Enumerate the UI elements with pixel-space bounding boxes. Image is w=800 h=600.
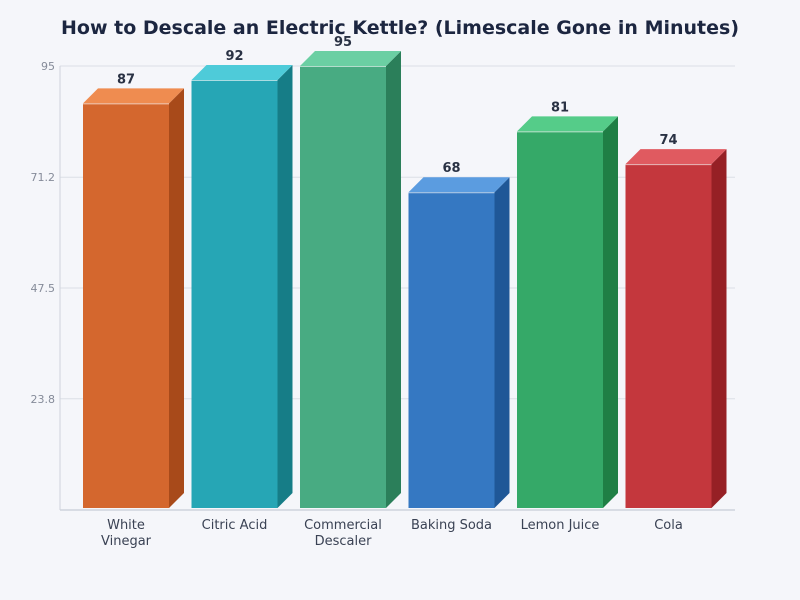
bar-side bbox=[603, 116, 618, 508]
bar-side bbox=[169, 88, 184, 509]
bar bbox=[408, 192, 495, 509]
bar-group: 68 bbox=[408, 161, 510, 509]
data-label: 87 bbox=[117, 72, 135, 87]
bar-group: 81 bbox=[517, 100, 618, 508]
bar-side bbox=[494, 177, 510, 509]
bar-side bbox=[386, 51, 401, 508]
y-tick-label: 95 bbox=[41, 60, 55, 73]
y-tick-label: 47.5 bbox=[31, 282, 56, 295]
x-tick-label: Commercial bbox=[304, 518, 382, 533]
data-label: 92 bbox=[225, 49, 243, 64]
bar bbox=[300, 66, 386, 508]
bar-top bbox=[625, 149, 727, 165]
bar-top bbox=[408, 177, 510, 193]
y-tick-label: 23.8 bbox=[31, 393, 56, 406]
x-tick-label: Baking Soda bbox=[411, 518, 492, 533]
data-label: 68 bbox=[442, 161, 460, 176]
data-label: 81 bbox=[551, 100, 569, 115]
data-label: 95 bbox=[334, 35, 352, 50]
x-tick-label: Vinegar bbox=[101, 534, 152, 549]
x-tick-label: Cola bbox=[654, 518, 683, 533]
y-tick-label: 71.2 bbox=[31, 171, 56, 184]
x-tick-label: White bbox=[107, 518, 145, 533]
bar bbox=[625, 164, 712, 508]
chart-title: How to Descale an Electric Kettle? (Lime… bbox=[61, 17, 739, 39]
bar-side bbox=[711, 149, 727, 508]
bar-group: 87 bbox=[83, 72, 184, 509]
bars: 87 92 95 68 81 74 bbox=[83, 35, 727, 509]
bar bbox=[517, 131, 603, 508]
x-tick-label: Citric Acid bbox=[202, 518, 268, 533]
bar bbox=[83, 103, 169, 509]
bar bbox=[191, 80, 278, 508]
bar-side bbox=[277, 65, 293, 508]
x-tick-label: Descaler bbox=[315, 534, 373, 549]
bar-top bbox=[517, 116, 618, 132]
bar-group: 74 bbox=[625, 133, 727, 508]
bar-top bbox=[300, 51, 401, 66]
x-tick-label: Lemon Juice bbox=[521, 518, 600, 533]
bar-top bbox=[83, 88, 184, 104]
bar-group: 95 bbox=[300, 35, 401, 508]
bar-group: 92 bbox=[191, 49, 293, 508]
data-label: 74 bbox=[659, 133, 677, 148]
bar-top bbox=[191, 65, 293, 81]
